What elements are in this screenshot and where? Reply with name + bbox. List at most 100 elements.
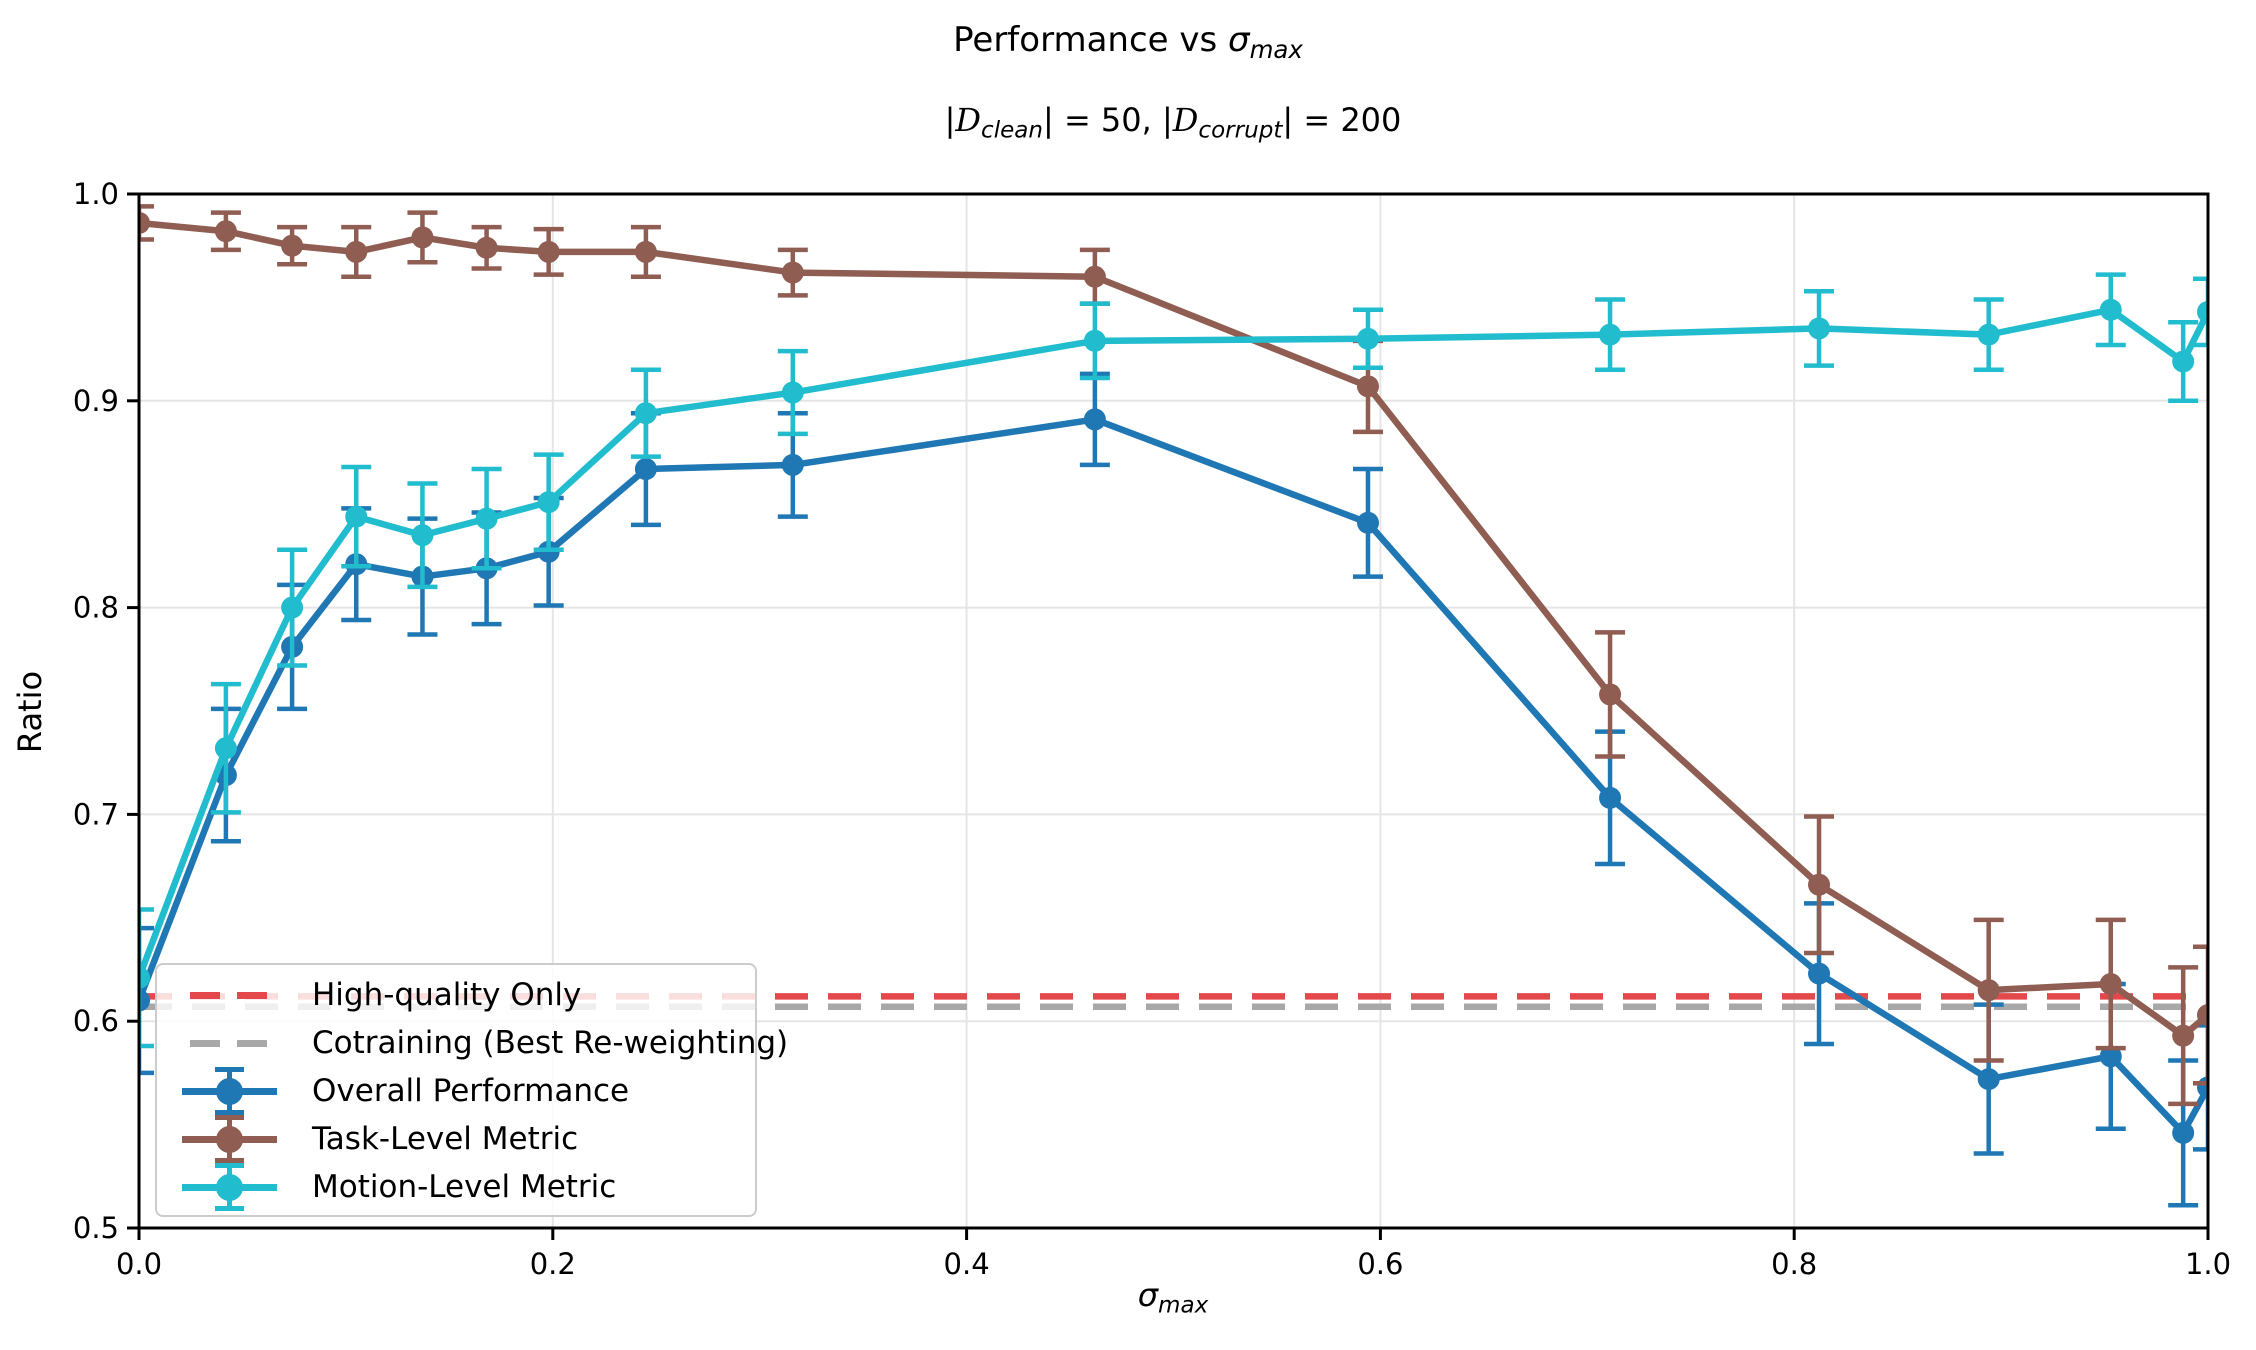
axes-spines — [137, 192, 2210, 1230]
mathcal-D: D — [1172, 101, 1199, 139]
data-point-marker — [1356, 327, 1379, 350]
legend-label: Cotraining (Best Re-weighting) — [312, 1025, 789, 1061]
data-point-marker — [781, 261, 804, 284]
data-point-marker — [634, 458, 657, 481]
data-point-marker — [634, 240, 657, 263]
data-point-marker — [1808, 873, 1831, 896]
data-point-marker — [781, 453, 804, 476]
legend-label: Overall Performance — [312, 1073, 630, 1109]
data-point-marker — [2099, 298, 2122, 321]
data-point-marker — [345, 240, 368, 263]
data-point-marker — [2197, 1003, 2208, 1026]
legend-errorbar-cap — [215, 1067, 244, 1072]
data-point-marker — [281, 234, 304, 257]
data-point-marker — [1599, 786, 1622, 809]
data-point-marker — [2099, 1045, 2122, 1068]
y-tick-label: 0.7 — [73, 797, 119, 831]
data-point-marker — [2172, 350, 2195, 373]
x-tick-label: 0.0 — [116, 1247, 162, 1281]
data-point-marker — [139, 989, 150, 1012]
data-point-marker — [1977, 323, 2000, 346]
legend-errorbar-cap — [215, 1158, 244, 1163]
legend-errorbar-cap — [215, 1115, 244, 1120]
y-tick-label: 0.9 — [73, 384, 119, 418]
data-point-marker — [2172, 1121, 2195, 1144]
data-point-marker — [2099, 972, 2122, 995]
y-tick-label: 0.8 — [73, 591, 119, 625]
series-task-level-metric — [139, 204, 2208, 1107]
data-point-marker — [475, 236, 498, 259]
data-point-marker — [1083, 408, 1106, 431]
legend-label: High-quality Only — [312, 977, 582, 1013]
sigma-symbol: σ — [1228, 20, 1250, 60]
sigma-symbol: σ — [1137, 1276, 1159, 1314]
legend-label: Task-Level Metric — [312, 1121, 579, 1157]
data-point-marker — [1356, 375, 1379, 398]
x-tick-label: 0.4 — [944, 1247, 990, 1281]
mathcal-D: D — [955, 101, 982, 139]
data-point-marker — [345, 505, 368, 528]
data-point-marker — [634, 402, 657, 425]
legend-dash — [190, 992, 220, 999]
x-tick-label: 0.6 — [1357, 1247, 1403, 1281]
series-line — [139, 306, 2208, 979]
plot-area — [139, 204, 2208, 1208]
data-point-marker — [537, 240, 560, 263]
data-point-marker — [1977, 979, 2000, 1002]
legend-item-task-level-metric: Task-Level Metric — [157, 1115, 755, 1163]
data-point-marker — [214, 220, 237, 243]
legend-item-cotraining: Cotraining (Best Re-weighting) — [157, 1019, 788, 1067]
blue-errorbar-swatch — [182, 1067, 277, 1115]
data-point-marker — [411, 226, 434, 249]
data-point-marker — [1599, 323, 1622, 346]
legend-item-high-quality-only: High-quality Only — [157, 971, 755, 1019]
legend-marker-dot — [216, 1078, 243, 1105]
data-point-marker — [411, 524, 434, 547]
data-point-marker — [2172, 1024, 2195, 1047]
data-point-marker — [781, 381, 804, 404]
x-tick-label: 0.8 — [1771, 1247, 1817, 1281]
legend-dash — [237, 992, 267, 999]
legend-dash — [237, 1040, 267, 1047]
data-point-marker — [214, 737, 237, 760]
data-point-marker — [281, 596, 304, 619]
x-tick-label: 1.0 — [2185, 1247, 2231, 1281]
cyan-errorbar-swatch — [182, 1163, 277, 1211]
data-point-marker — [1808, 962, 1831, 985]
data-point-marker — [1083, 329, 1106, 352]
data-point-marker — [1356, 511, 1379, 534]
data-point-marker — [1808, 317, 1831, 340]
legend-marker-dot — [216, 1126, 243, 1153]
legend: High-quality Only Cotraining (Best Re-we… — [155, 963, 788, 1217]
legend-label: Motion-Level Metric — [312, 1169, 617, 1205]
series-motion-level-metric — [139, 272, 2208, 1049]
red-dashed-line-swatch — [182, 971, 277, 1019]
x-tick-label: 0.2 — [530, 1247, 576, 1281]
legend-item-overall-performance: Overall Performance — [157, 1067, 755, 1115]
sigma-subscript: max — [1158, 1292, 1209, 1319]
legend-dash — [190, 1040, 220, 1047]
legend-item-motion-level-metric: Motion-Level Metric — [157, 1163, 755, 1211]
chart-subtitle: |Dclean| = 50, |Dcorrupt| = 200 — [944, 101, 1402, 144]
data-point-marker — [1599, 683, 1622, 706]
gray-dashed-line-swatch — [182, 1019, 277, 1067]
x-axis-label: σmax — [90, 1276, 2256, 1318]
chart-title: Performance vs σmax — [0, 20, 2256, 70]
y-tick-label: 0.6 — [73, 1004, 119, 1038]
legend-marker-dot — [216, 1174, 243, 1201]
legend-errorbar-cap — [215, 1206, 244, 1211]
sigma-subscript: max — [1249, 34, 1303, 64]
data-point-marker — [537, 491, 560, 514]
legend-errorbar-cap — [215, 1110, 244, 1115]
data-point-marker — [139, 966, 150, 989]
y-tick-label: 0.5 — [73, 1211, 119, 1245]
series-line — [139, 219, 2208, 1039]
data-point-marker — [2197, 300, 2208, 323]
brown-errorbar-swatch — [182, 1115, 277, 1163]
data-point-marker — [1083, 265, 1106, 288]
data-point-marker — [139, 211, 150, 234]
data-point-marker — [475, 507, 498, 530]
data-point-marker — [1977, 1068, 2000, 1091]
legend-errorbar-cap — [215, 1163, 244, 1168]
